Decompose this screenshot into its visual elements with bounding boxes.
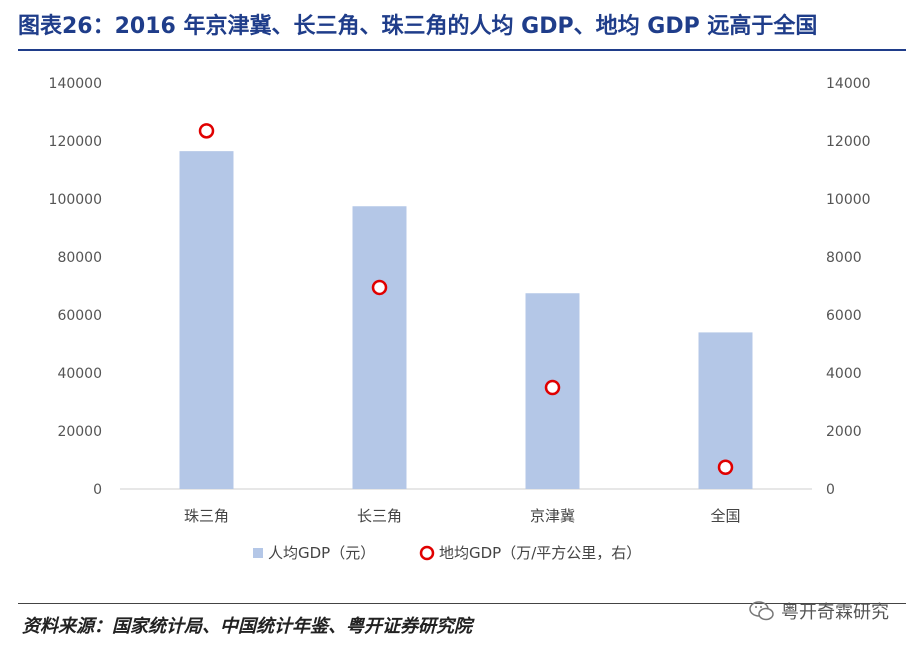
combo-chart: 020000400006000080000100000120000140000 … [49,76,871,562]
right-tick-label: 10000 [826,192,871,208]
right-tick-label: 4000 [826,366,862,382]
x-axis-labels: 珠三角 长三角 京津冀 全国 [184,507,741,525]
source-note: 资料来源：国家统计局、中国统计年鉴、粤开证券研究院 [22,616,472,637]
dot-point [198,123,215,139]
watermark: 粤开奇霖研究 [749,598,889,624]
footer-divider [18,603,906,604]
bar [179,151,234,489]
left-tick-label: 140000 [49,76,102,92]
dot-point [371,279,388,296]
x-tick-label: 全国 [710,507,740,525]
bar [352,206,407,489]
x-tick-label: 珠三角 [184,507,229,525]
left-axis: 0 20000 40000 60000 80000 100000 120000 140000 [49,76,102,498]
watermark-text: 粤开奇霖研究 [781,602,889,623]
left-tick-label: 120000 [49,134,102,150]
x-tick-label: 京津冀 [530,507,575,525]
left-tick-label: 40000 [57,366,102,382]
left-tick-label: 20000 [57,424,102,440]
legend-bar-swatch [253,548,263,558]
dot-series [198,123,734,475]
right-tick-label: 12000 [826,134,871,150]
x-tick-label: 长三角 [357,507,402,525]
bar-series [179,151,753,489]
right-axis: 0 2000 4000 6000 8000 10000 12000 14000 [826,76,871,498]
wechat-icon [749,601,774,621]
legend-dot-swatch [419,545,435,561]
right-tick-label: 14000 [826,76,871,92]
legend: 人均GDP（元） 地均GDP（万/平方公里，右） [253,544,641,562]
chart-title: 图表26：2016 年京津冀、长三角、珠三角的人均 GDP、地均 GDP 远高于… [18,14,818,39]
legend-dot-label: 地均GDP（万/平方公里，右） [439,544,641,562]
left-tick-label: 100000 [49,192,102,208]
left-tick-label: 0 [93,482,102,498]
left-tick-label: 60000 [57,308,102,324]
title-divider [18,49,906,51]
dot-point [544,379,561,396]
right-tick-label: 6000 [826,308,862,324]
right-tick-label: 2000 [826,424,862,440]
right-tick-label: 8000 [826,250,862,266]
legend-bar-label: 人均GDP（元） [268,544,375,562]
right-tick-label: 0 [826,482,835,498]
dot-point [717,459,734,475]
left-tick-label: 80000 [57,250,102,266]
